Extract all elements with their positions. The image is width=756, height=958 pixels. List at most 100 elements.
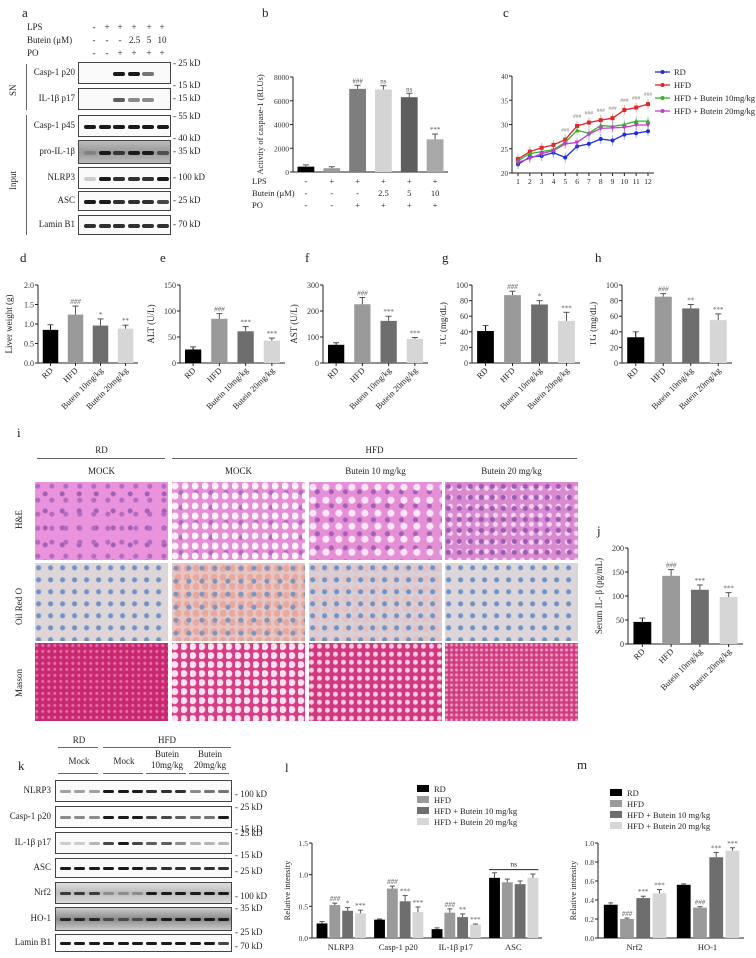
protein-band (146, 942, 158, 945)
legend-item: HFD + Butein 10 mg/kg (417, 806, 518, 816)
bar-nlrp3-3: *** (355, 902, 366, 938)
y-axis-label: Serum IL- β (pg/mL) (594, 558, 604, 634)
protein-band (160, 867, 172, 870)
svg-text:***: *** (240, 319, 251, 327)
blot-row-label: Lamin B1 (38, 219, 75, 229)
molecular-weight-marker: - 70 kD (173, 219, 201, 229)
legend-item: HFD (417, 795, 451, 805)
bar-nlrp3-1: ### (329, 895, 341, 938)
svg-text:100: 100 (164, 307, 176, 316)
svg-text:20: 20 (610, 343, 618, 352)
svg-text:**: ** (459, 906, 467, 914)
protein-band (146, 790, 158, 793)
condition-value: 2.5 (129, 35, 141, 45)
condition-value: + (146, 22, 152, 32)
protein-band (142, 177, 154, 181)
svg-text:1.0: 1.0 (299, 871, 309, 880)
divider (172, 458, 577, 459)
svg-text:+: + (433, 200, 438, 210)
svg-text:11: 11 (633, 177, 640, 186)
protein-band (175, 790, 187, 793)
svg-text:-: - (304, 176, 307, 186)
svg-text:HFD: HFD (348, 365, 367, 384)
protein-band (60, 816, 71, 819)
protein-band (142, 151, 154, 155)
svg-text:###: ### (622, 910, 633, 918)
protein-band (60, 867, 71, 870)
blot-row-label: IL-1β p17 (14, 837, 51, 847)
panel-label-i: i (17, 425, 21, 440)
bar-butein-20mg/kg: *** (719, 585, 738, 644)
protein-band (103, 867, 115, 870)
protein-band (132, 790, 143, 793)
condition-row-label: LPS (27, 22, 43, 32)
protein-band (103, 918, 115, 921)
svg-text:40: 40 (610, 328, 618, 337)
molecular-weight-marker: - 15 kD (235, 824, 263, 834)
y-axis-label: TG (mg/dL) (590, 302, 598, 346)
legend-item: HFD + Butein 10 mg/kg (610, 810, 711, 820)
svg-text:6000: 6000 (274, 97, 289, 106)
blot-row-label: NLRP3 (47, 172, 75, 182)
svg-text:***: *** (410, 330, 421, 338)
svg-text:4000: 4000 (274, 121, 289, 130)
svg-text:0: 0 (620, 640, 624, 649)
svg-text:1.0: 1.0 (585, 839, 595, 848)
row-label-masson: Masson (14, 668, 24, 697)
panel-label-d: d (20, 250, 27, 265)
protein-band (189, 842, 201, 845)
protein-band (175, 942, 187, 945)
molecular-weight-marker: - 25 kD (173, 58, 201, 68)
svg-text:8000: 8000 (274, 73, 289, 82)
protein-band (204, 842, 215, 845)
legend-item: HFD (655, 80, 691, 90)
protein-band (156, 177, 169, 181)
bar-rd (633, 617, 652, 644)
molecular-weight-marker: - 40 kD (173, 133, 201, 143)
protein-band (142, 125, 154, 129)
protein-band (132, 867, 143, 870)
svg-text:HFD: HFD (498, 365, 517, 384)
molecular-weight-marker: - 35 kD (235, 903, 263, 913)
protein-band (142, 72, 154, 76)
svg-text:###: ### (695, 899, 706, 907)
protein-band (189, 816, 201, 819)
protein-band (74, 842, 86, 845)
blot-row-label: Nrf2 (34, 887, 51, 897)
svg-text:Nrf2: Nrf2 (626, 942, 642, 952)
blot-pro-il-1- (78, 140, 171, 164)
bar-rd (627, 331, 645, 363)
svg-text:HFD: HFD (674, 80, 691, 90)
protein-band (60, 842, 71, 845)
molecular-weight-marker: - 25 kD (235, 927, 263, 937)
protein-band (113, 151, 125, 155)
svg-text:0.8: 0.8 (585, 858, 595, 867)
protein-band (146, 842, 158, 845)
bar-rd (184, 346, 202, 363)
protein-band (156, 200, 169, 204)
blot-row-label: ASC (33, 862, 51, 872)
svg-text:###: ### (445, 901, 456, 909)
panel-label-j: j (597, 523, 601, 538)
svg-text:0.2: 0.2 (585, 915, 595, 924)
svg-text:100: 100 (606, 281, 618, 290)
condition-value: + (131, 48, 137, 58)
svg-text:0.0: 0.0 (24, 359, 34, 368)
protein-band (204, 942, 215, 945)
blot-lamin-b1 (78, 215, 171, 235)
protein-band (74, 816, 86, 819)
svg-text:0: 0 (464, 359, 468, 368)
svg-text:HFD + Butein 20mg/kg: HFD + Butein 20mg/kg (674, 106, 756, 116)
panel-label-a: a (22, 5, 28, 20)
divider (146, 773, 186, 774)
protein-band (117, 842, 129, 845)
blot-asc (78, 191, 171, 211)
svg-text:60: 60 (610, 312, 618, 321)
condition-value: 10 (157, 35, 167, 45)
condition-value: 5 (146, 35, 152, 45)
bar-asc-2 (514, 880, 526, 938)
series-hfd-butein-10mg-kg (515, 116, 651, 166)
svg-text:100: 100 (456, 281, 468, 290)
divider (58, 747, 98, 748)
protein-band (204, 867, 215, 870)
